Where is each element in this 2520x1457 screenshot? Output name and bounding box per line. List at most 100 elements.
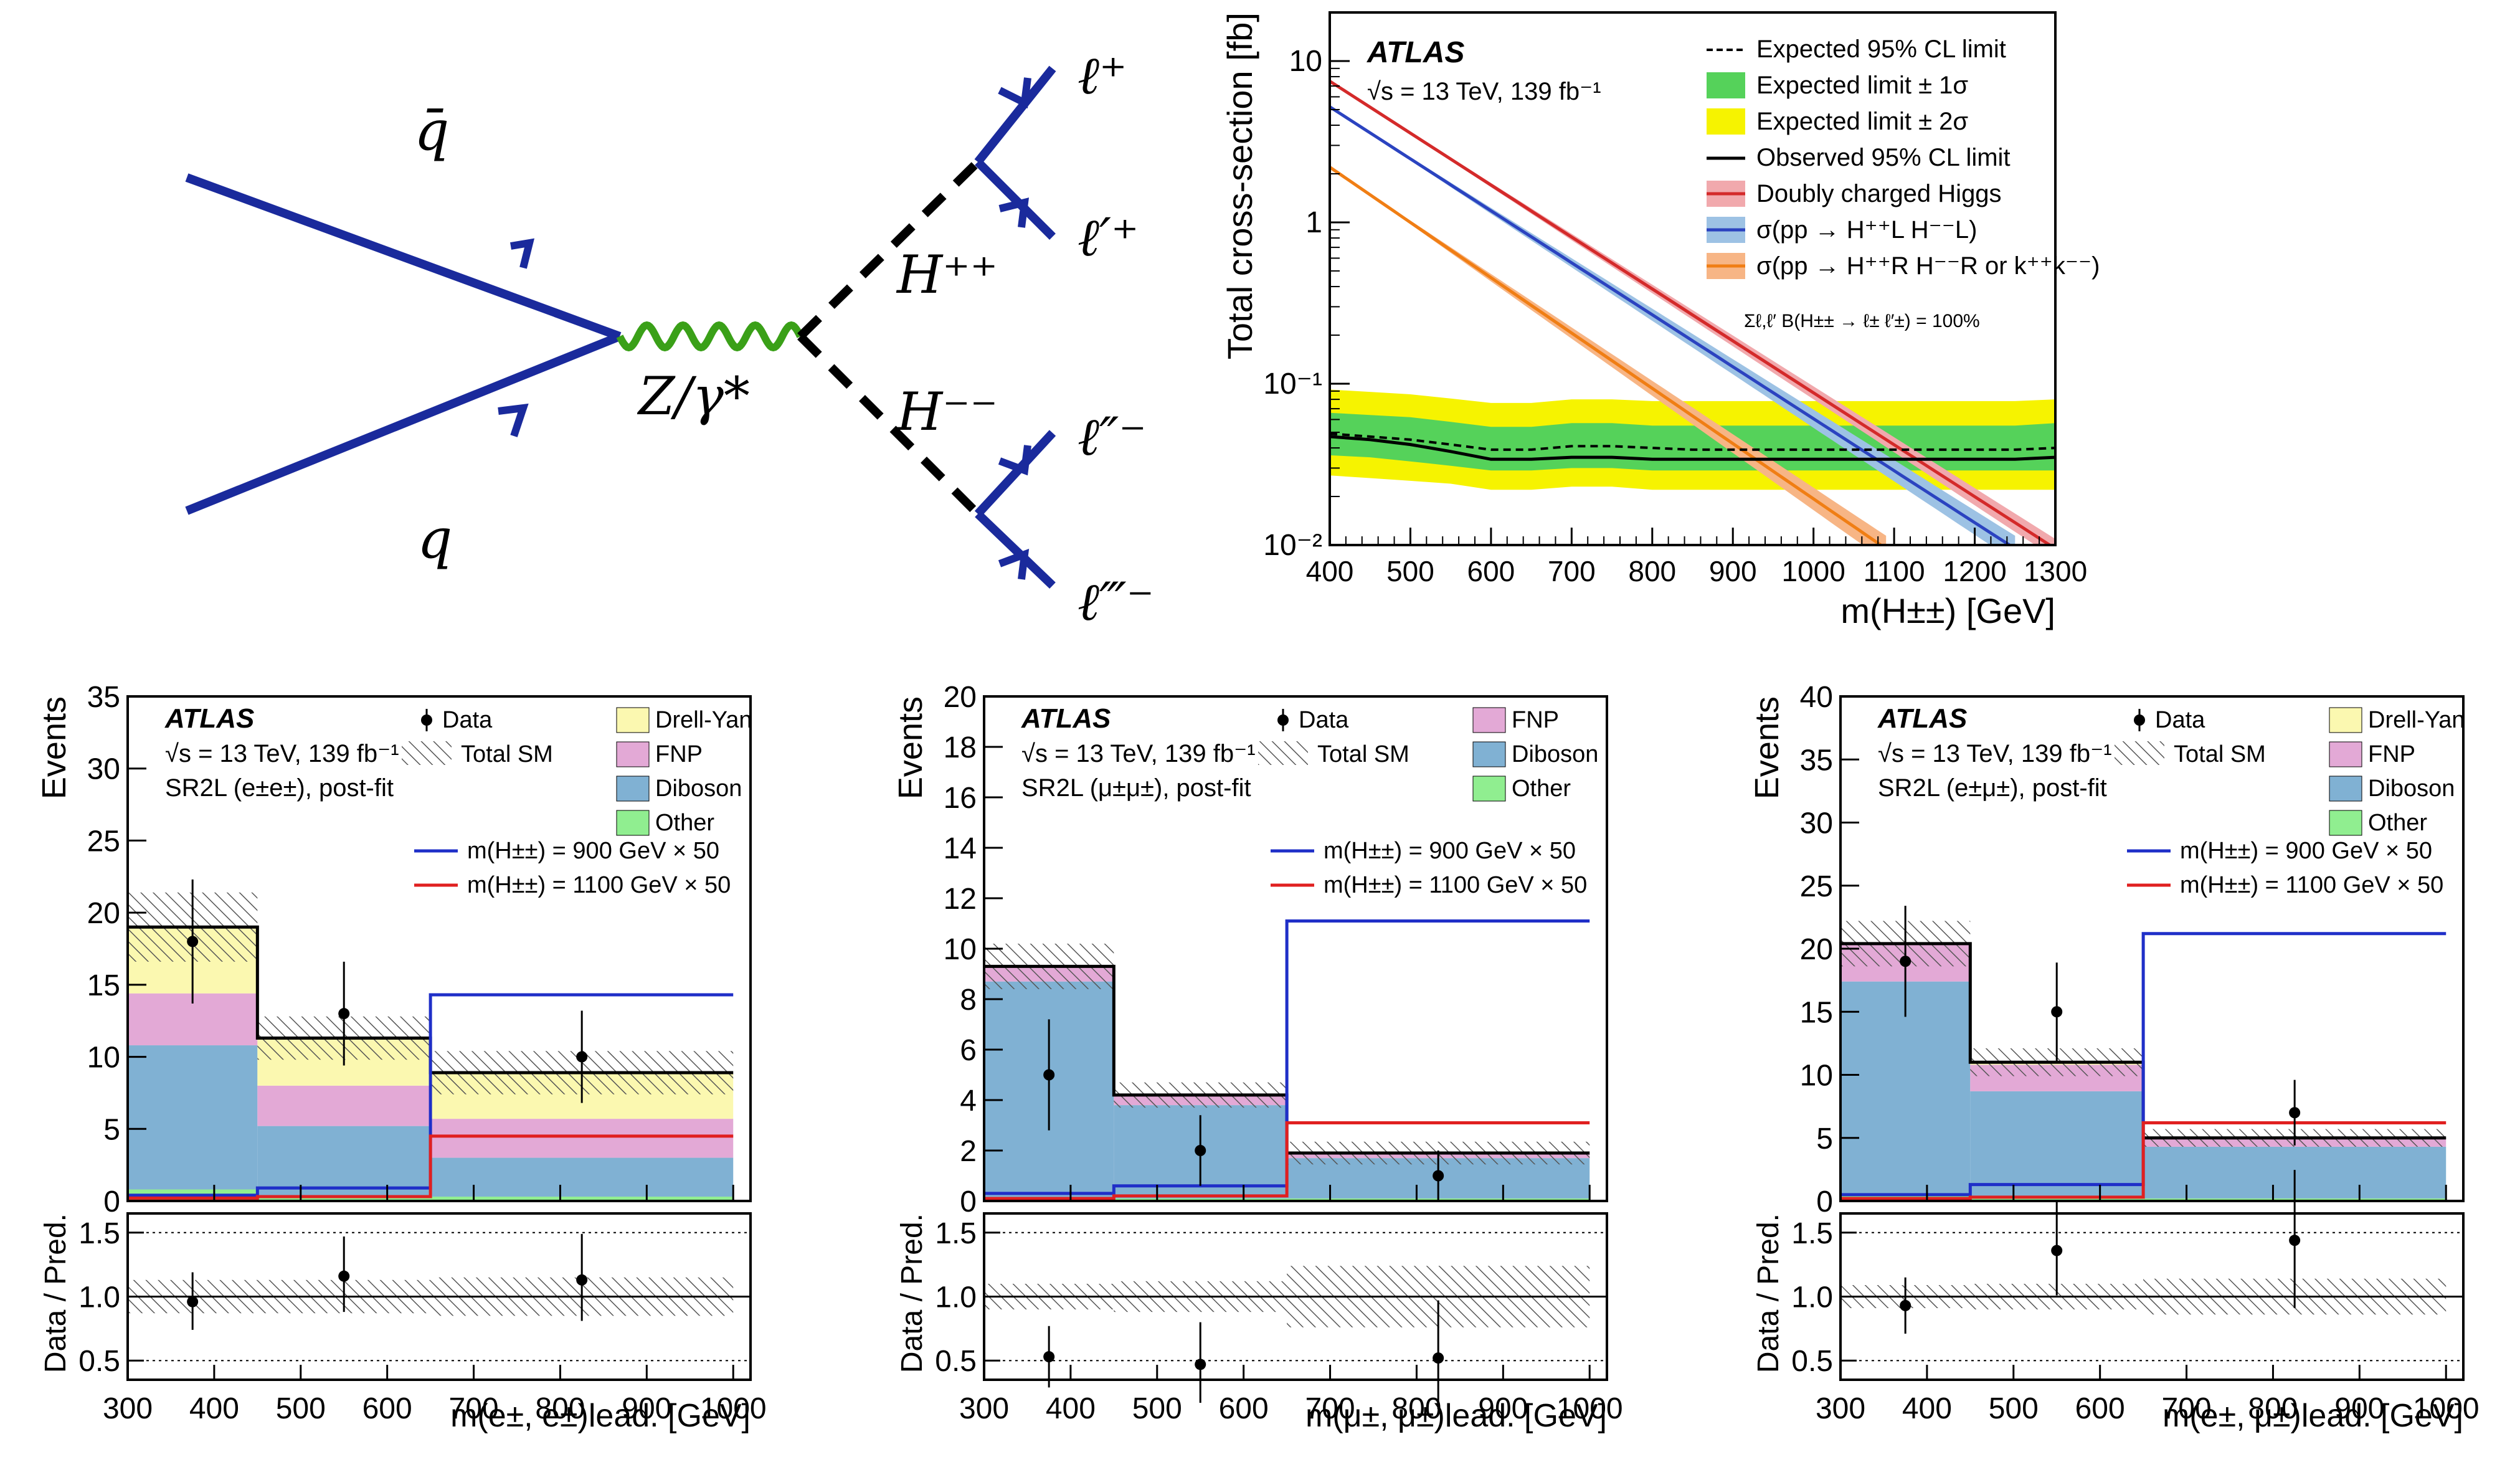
main-ytick-label: 14: [944, 832, 977, 865]
ratio-xtick-label: 800: [535, 1392, 585, 1425]
ratio-ytick-label: 1.5: [1791, 1217, 1833, 1250]
ratio-xtick-label: 1000: [700, 1392, 767, 1425]
main-ytick-label: 5: [103, 1113, 120, 1146]
ratio-ylabel: Data / Pred.: [39, 1213, 72, 1373]
legend-mc-box: [616, 741, 650, 767]
ratio-point: [576, 1274, 588, 1286]
legend-band-symbol: [1707, 108, 1745, 135]
limit-ytick-label: 10⁻¹: [1263, 368, 1322, 401]
theory-line-1: [1330, 105, 2012, 545]
ratio-xtick-label: 700: [1305, 1392, 1355, 1425]
ratio-xtick-label: 1000: [2413, 1392, 2480, 1425]
main-ytick-label: 20: [87, 897, 120, 930]
limit-ytick-label: 10: [1289, 45, 1322, 78]
ratio-ytick-label: 0.5: [935, 1345, 977, 1378]
ratio-xtick-label: 800: [1391, 1392, 1441, 1425]
main-ytick-label: 35: [87, 681, 120, 714]
legend-data-label: Data: [442, 707, 493, 733]
limit-ylabel: Total cross-section [fb]: [1220, 12, 1259, 359]
limit-frame: [1329, 11, 2057, 546]
limit-xtick-label: 1000: [1781, 555, 1845, 587]
l3-arrow: [998, 445, 1031, 476]
total-sm-line: [984, 964, 1590, 1155]
main-ytick-label: 30: [1800, 807, 1833, 840]
legend-sm-hatch: [402, 741, 452, 765]
energy-label: √s = 13 TeV, 139 fb⁻¹: [1878, 740, 2112, 767]
region-label: SR2L (e±e±), post-fit: [165, 774, 394, 802]
ratio-xtick-label: 500: [1989, 1392, 2039, 1425]
ratio-xtick-label: 500: [276, 1392, 326, 1425]
main-ytick-label: 2: [960, 1135, 977, 1168]
legend-mc-box: [2329, 776, 2362, 802]
ratio-point: [2289, 1235, 2301, 1246]
feynman-diagram: q̄ q Z/γ* H⁺⁺ H⁻⁻ ℓ⁺ ℓ′⁺ ℓ″⁻ ℓ‴⁻: [185, 45, 1154, 632]
main-ytick-label: 18: [944, 731, 977, 764]
main-ytick-label: 0: [1816, 1185, 1833, 1218]
main-ytick-label: 10: [87, 1042, 120, 1075]
quark-line: [185, 332, 622, 515]
ratio-ylabel: Data / Pred.: [896, 1213, 929, 1373]
limit-lines: [1329, 432, 2056, 461]
ratio-ytick-label: 1.5: [935, 1217, 977, 1250]
legend-band-symbol: [1707, 72, 1745, 98]
data-point: [1195, 1145, 1206, 1156]
ratio-xtick-label: 900: [2334, 1392, 2384, 1425]
main-ylabel: Events: [1748, 696, 1786, 799]
atlas-label: ATLAS: [1877, 703, 1967, 734]
ratio-ytick-label: 1.0: [935, 1281, 977, 1314]
l2-line: [975, 159, 1056, 240]
legend-mc-box: [1472, 741, 1506, 767]
legend-sm-hatch: [2115, 741, 2164, 765]
legend-sig900-label: m(H±±) = 900 GeV × 50: [467, 838, 719, 864]
main-ytick-label: 10: [944, 933, 977, 966]
limit-xtick-label: 800: [1628, 555, 1676, 587]
antiquark-line: [185, 173, 622, 341]
signal-900-line: [1840, 932, 2447, 1197]
main-ytick-label: 8: [960, 984, 977, 1017]
stack-diboson-bar: [1840, 981, 1971, 1196]
l1-line: [974, 65, 1056, 165]
signal-1100-line: [128, 1134, 734, 1200]
ratio-xtick-label: 700: [2162, 1392, 2212, 1425]
data-point: [2051, 1006, 2063, 1018]
ratio-ytick-label: 0.5: [1791, 1345, 1833, 1378]
data-point: [1900, 956, 1911, 967]
data-point: [2289, 1107, 2301, 1119]
signal-900-line: [128, 993, 734, 1197]
legend-sm-hatch: [1258, 741, 1308, 765]
stack-other-bar: [430, 1197, 734, 1201]
legend-sm-label: Total SM: [461, 741, 553, 767]
l2-arrow: [998, 197, 1030, 228]
main-ytick-label: 30: [87, 753, 120, 786]
legend-mc-box: [1472, 707, 1506, 733]
q-label: q: [417, 506, 452, 571]
legend-label: Expected 95% CL limit: [1756, 36, 2006, 63]
ratio-xtick-label: 300: [103, 1392, 153, 1425]
stack-other-bar: [1970, 1198, 2144, 1201]
data-point: [187, 936, 199, 947]
legend-label: Expected limit ± 2σ: [1756, 108, 1968, 135]
panel-xlabel: m(μ±, μ±)lead. [GeV]: [1305, 1398, 1607, 1434]
ratio-point: [1433, 1352, 1444, 1364]
legend-mc-box: [1472, 776, 1506, 802]
limit-xtick-label: 700: [1548, 555, 1596, 587]
boson-propagator: [616, 321, 804, 352]
main-ytick-label: 12: [944, 883, 977, 916]
theory-line-0: [1330, 80, 2053, 545]
ratio-ytick-label: 1.0: [1791, 1281, 1833, 1314]
legend-mc-box: [616, 776, 650, 802]
legend-sm-label: Total SM: [1317, 741, 1409, 767]
limit-atlas-label: ATLAS: [1367, 36, 1464, 69]
panel-xlabel: m(e±, μ±)lead. [GeV]: [2162, 1398, 2463, 1434]
main-ytick-label: 20: [1800, 933, 1833, 966]
legend-mc-box: [616, 810, 650, 836]
ratio-xtick-label: 900: [1478, 1392, 1528, 1425]
main-ytick-label: 5: [1816, 1122, 1833, 1156]
legend-mc-label: Other: [2368, 810, 2427, 836]
main-ytick-label: 15: [87, 969, 120, 1002]
stack-other-bar: [1114, 1198, 1287, 1201]
legend-sig1100-label: m(H±±) = 1100 GeV × 50: [1324, 872, 1587, 898]
data-point: [338, 1008, 350, 1020]
ratio-point: [2051, 1245, 2063, 1256]
legend-mc-label: FNP: [655, 741, 703, 767]
